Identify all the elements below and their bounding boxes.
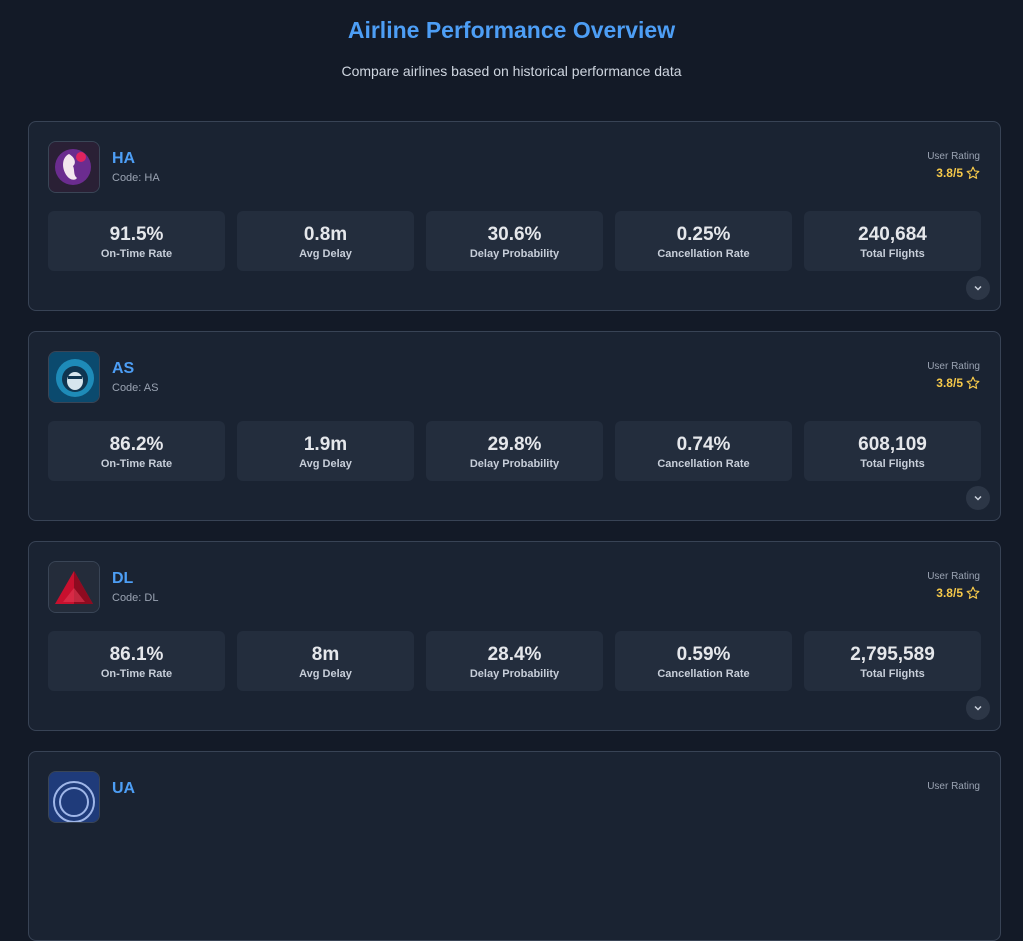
airline-card: AS Code: AS User Rating 3.8/5 86.2% On-Time R… (28, 331, 1001, 521)
rating-value: 3.8/5 (936, 376, 963, 390)
metric-tile: 0.59% Cancellation Rate (615, 631, 792, 691)
airline-logo (48, 351, 100, 403)
airline-code: Code: DL (112, 592, 159, 604)
metric-label: Delay Probability (469, 668, 560, 680)
metric-value: 86.1% (109, 644, 164, 665)
metric-value: 0.25% (676, 224, 731, 245)
rating-row: 3.8/5 (936, 376, 980, 390)
page-subtitle: Compare airlines based on historical per… (341, 63, 682, 79)
metric-tile: 30.6% Delay Probability (426, 211, 603, 271)
metric-label: Avg Delay (299, 248, 352, 260)
metric-label: Cancellation Rate (657, 668, 750, 680)
metric-label: Cancellation Rate (657, 458, 750, 470)
rating-label: User Rating (927, 571, 980, 582)
rating-row: 3.8/5 (936, 586, 980, 600)
expand-button[interactable] (966, 276, 990, 300)
metric-value: 28.4% (487, 644, 542, 665)
page: Airline Performance Overview Compare air… (28, 17, 1001, 941)
metric-tile: 0.25% Cancellation Rate (615, 211, 792, 271)
metric-label: Avg Delay (299, 668, 352, 680)
airline-code: Code: HA (112, 172, 160, 184)
rating-label: User Rating (927, 361, 980, 372)
metric-value: 608,109 (858, 434, 927, 455)
metric-tile: 86.1% On-Time Rate (48, 631, 225, 691)
metric-value: 1.9m (303, 434, 348, 455)
page-title: Airline Performance Overview (347, 17, 676, 43)
metric-label: On-Time Rate (100, 248, 173, 260)
metric-value: 0.74% (676, 434, 731, 455)
metric-tile: 28.4% Delay Probability (426, 631, 603, 691)
metric-label: Delay Probability (469, 458, 560, 470)
metric-value: 29.8% (487, 434, 542, 455)
rating-value: 3.8/5 (936, 166, 963, 180)
rating-label: User Rating (927, 781, 980, 792)
metric-value: 2,795,589 (850, 644, 935, 665)
airline-logo (48, 141, 100, 193)
rating-row: 3.8/5 (936, 166, 980, 180)
star-icon (966, 166, 980, 179)
metric-value: 30.6% (487, 224, 542, 245)
airline-logo (48, 561, 100, 613)
expand-button[interactable] (966, 696, 990, 720)
metric-label: Total Flights (860, 248, 925, 260)
rating-value: 3.8/5 (936, 586, 963, 600)
metric-label: On-Time Rate (100, 668, 173, 680)
metric-tile: 86.2% On-Time Rate (48, 421, 225, 481)
metric-label: Delay Probability (469, 248, 560, 260)
airline-card: DL Code: DL User Rating 3.8/5 86.1% On-Time R… (28, 541, 1001, 731)
metric-value: 240,684 (858, 224, 927, 245)
metric-tile: 608,109 Total Flights (804, 421, 981, 481)
metric-label: Cancellation Rate (657, 248, 750, 260)
metric-value: 86.2% (109, 434, 164, 455)
airline-card: HA Code: HA User Rating 3.8/5 91.5% On-Time R… (28, 121, 1001, 311)
expand-button[interactable] (966, 486, 990, 510)
metric-value: 0.8m (303, 224, 348, 245)
airline-name: AS (112, 360, 135, 377)
airline-name: UA (112, 780, 136, 797)
rating-label: User Rating (927, 151, 980, 162)
airline-name: DL (112, 570, 134, 587)
metric-tile: 0.74% Cancellation Rate (615, 421, 792, 481)
metric-tile: 8m Avg Delay (237, 631, 414, 691)
airline-code: Code: AS (112, 382, 159, 394)
metric-tile: 0.8m Avg Delay (237, 211, 414, 271)
airline-name: HA (112, 150, 136, 167)
metric-tile: 1.9m Avg Delay (237, 421, 414, 481)
airline-card: UA User Rating (28, 751, 1001, 941)
metric-tile: 2,795,589 Total Flights (804, 631, 981, 691)
metric-value: 0.59% (676, 644, 731, 665)
metric-label: On-Time Rate (100, 458, 173, 470)
star-icon (966, 376, 980, 389)
metric-value: 91.5% (109, 224, 164, 245)
metric-label: Total Flights (860, 458, 925, 470)
metric-tile: 91.5% On-Time Rate (48, 211, 225, 271)
airline-logo (48, 771, 100, 823)
star-icon (966, 586, 980, 599)
metric-label: Total Flights (860, 668, 925, 680)
metric-label: Avg Delay (299, 458, 352, 470)
metric-value: 8m (311, 644, 340, 665)
metric-tile: 29.8% Delay Probability (426, 421, 603, 481)
metric-tile: 240,684 Total Flights (804, 211, 981, 271)
